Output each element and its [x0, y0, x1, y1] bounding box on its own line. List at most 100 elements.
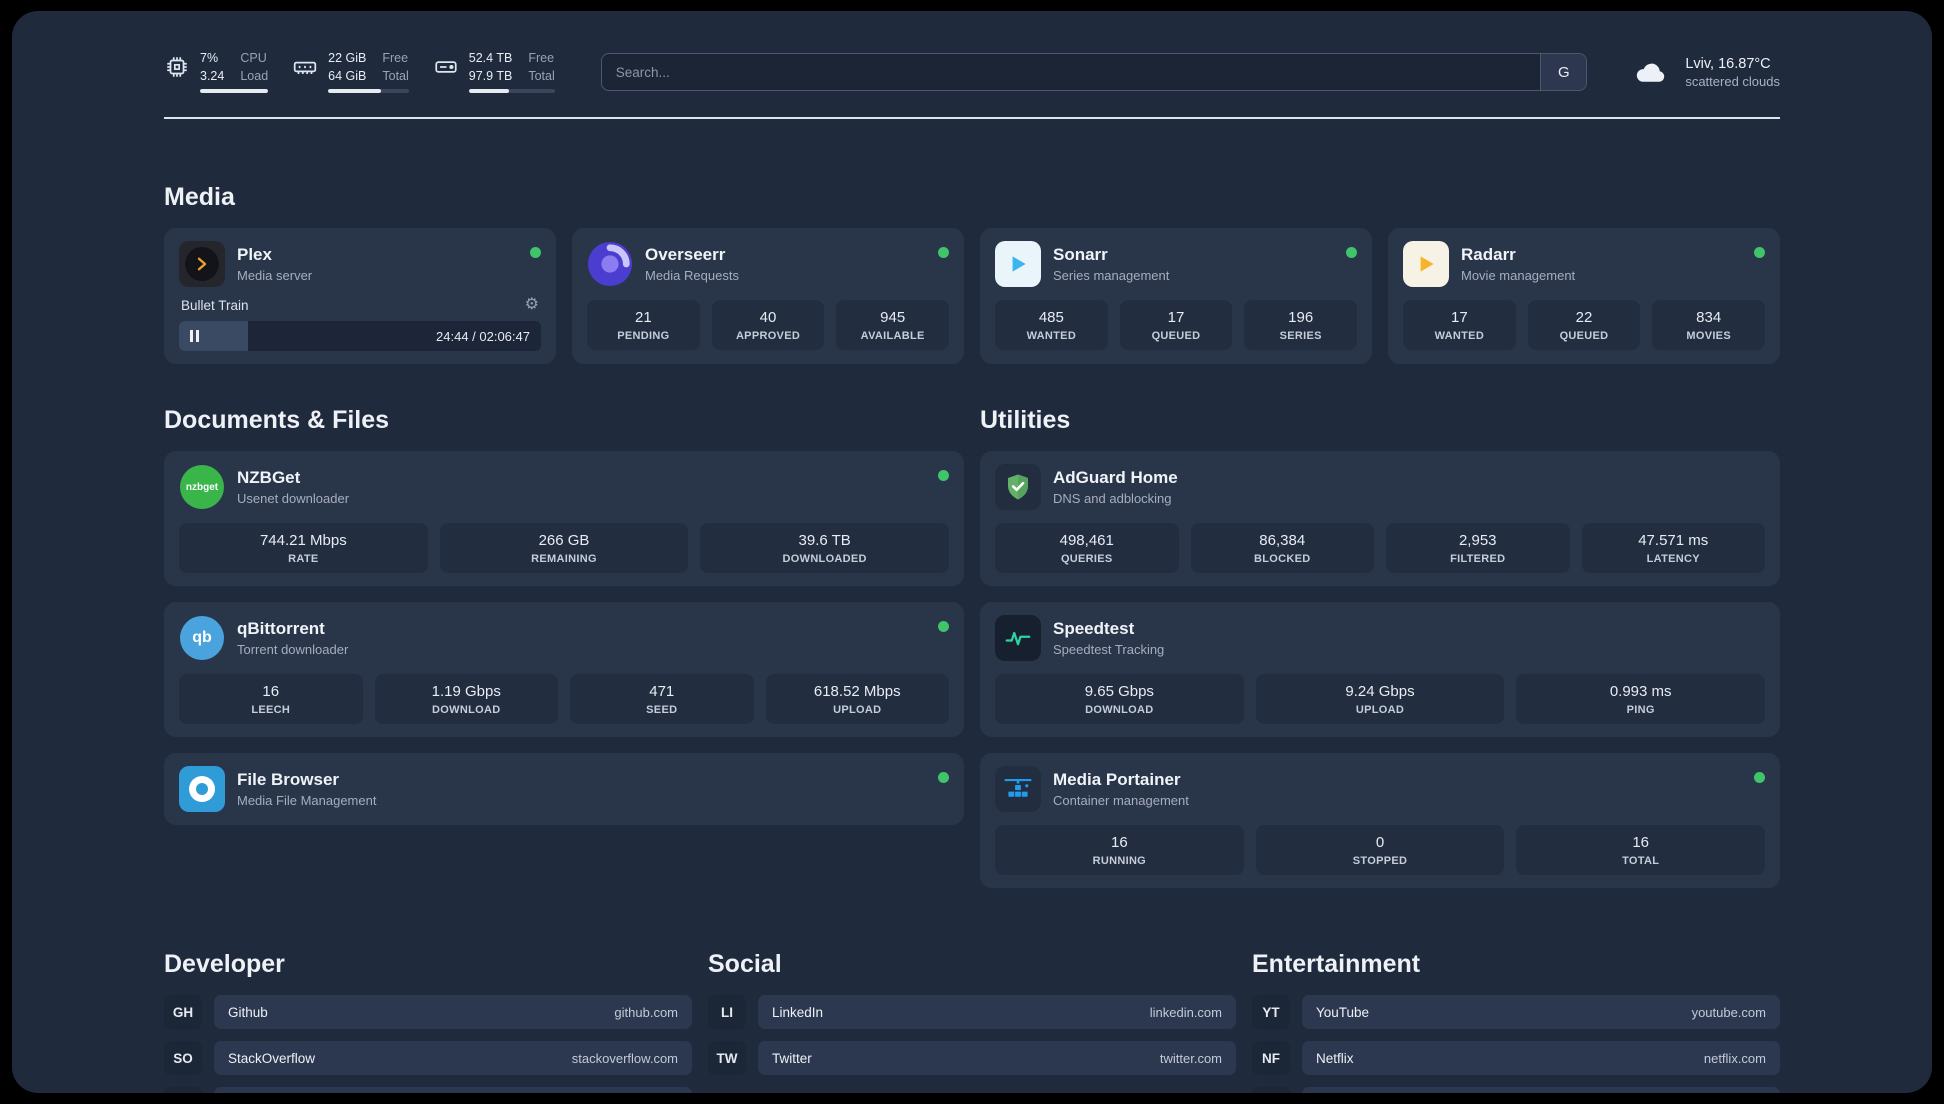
stat-label: QUEUED [1151, 330, 1201, 343]
stat-label: QUERIES [1060, 553, 1113, 566]
section-social: Social LI LinkedIn linkedin.com TW Twitt… [708, 950, 1236, 1093]
stat-tile: 40 APPROVED [711, 300, 825, 351]
link-netflix[interactable]: Netflix netflix.com [1302, 1041, 1780, 1076]
link-dev[interactable]: DEV dev.to [214, 1087, 692, 1093]
section-utilities: Utilities [980, 406, 1780, 889]
link-abbr: YT [1252, 995, 1290, 1030]
stat-tile: 485 WANTED [995, 300, 1108, 351]
playback-time: 24:44 / 02:06:47 [436, 328, 530, 344]
stat-value: 2,953 [1458, 532, 1497, 550]
service-subtitle: Usenet downloader [237, 491, 350, 507]
stat-label: APPROVED [735, 330, 801, 343]
link-abbr: TW [708, 1041, 746, 1076]
filebrowser-icon [179, 766, 225, 813]
stat-tile: 945 AVAILABLE [836, 300, 950, 351]
section-developer: Developer GH Github github.com SO StackO… [164, 950, 692, 1093]
search-input[interactable] [601, 54, 1541, 91]
service-subtitle: Media File Management [237, 793, 377, 809]
stat-tile: 22 QUEUED [1527, 300, 1641, 351]
link-abbr: NF [1252, 1041, 1290, 1076]
stat-label: SEED [646, 704, 678, 717]
stat-value: 17 [1167, 309, 1185, 327]
service-card-overseerr[interactable]: Overseerr Media Requests 21 PENDING 40 A… [572, 228, 964, 365]
sonarr-icon [995, 241, 1041, 288]
link-url: netflix.com [1703, 1050, 1766, 1066]
stat-label: DOWNLOAD [1085, 704, 1154, 717]
link-twitter[interactable]: Twitter twitter.com [758, 1041, 1236, 1076]
link-abbr: SO [164, 1041, 202, 1076]
memory-total-label: Total [382, 68, 409, 83]
link-stackoverflow[interactable]: StackOverflow stackoverflow.com [214, 1041, 692, 1076]
stat-tile: 16 RUNNING [995, 825, 1244, 876]
service-card-sonarr[interactable]: Sonarr Series management 485 WANTED 17 Q… [980, 228, 1372, 365]
search-provider-button[interactable]: G [1540, 54, 1587, 91]
service-title: Sonarr [1053, 245, 1108, 265]
link-linkedin[interactable]: LinkedIn linkedin.com [758, 995, 1236, 1030]
section-title-entertainment: Entertainment [1252, 950, 1421, 979]
link-row-github: GH Github github.com [164, 995, 692, 1030]
disk-progress-bar [468, 89, 555, 94]
service-subtitle: Container management [1053, 793, 1189, 809]
status-dot [1346, 247, 1357, 259]
disk-free-value: 52.4 TB [468, 51, 513, 65]
service-title: Media Portainer [1053, 770, 1181, 790]
cpu-usage-value: 7% [200, 51, 219, 65]
link-name: Netflix [1316, 1050, 1354, 1066]
stat-tile: 16 TOTAL [1516, 825, 1766, 876]
stat-tile: 17 WANTED [1403, 300, 1516, 351]
service-title: NZBGet [237, 468, 301, 488]
qbittorrent-icon: qb [179, 615, 225, 661]
playback-progress-bar[interactable]: 24:44 / 02:06:47 [179, 321, 541, 352]
header-divider [164, 117, 1780, 120]
link-github[interactable]: Github github.com [214, 995, 692, 1030]
pause-button[interactable] [190, 330, 199, 343]
stat-label: RATE [288, 553, 319, 566]
stat-label: RUNNING [1092, 855, 1147, 868]
stat-label: LEECH [251, 704, 291, 717]
link-reddit[interactable]: Reddit reddit.com [1302, 1087, 1780, 1093]
link-youtube[interactable]: YouTube youtube.com [1302, 995, 1780, 1030]
weather-location: Lviv, 16.87°C [1685, 55, 1771, 72]
service-card-filebrowser[interactable]: File Browser Media File Management [164, 753, 964, 826]
status-dot [1754, 772, 1765, 784]
now-playing-title: Bullet Train [181, 297, 249, 313]
stat-value: 40 [759, 309, 777, 327]
settings-gear-icon[interactable]: ⚙ [524, 296, 539, 314]
cpu-icon [164, 54, 190, 80]
plex-icon [179, 241, 225, 288]
portainer-icon [995, 766, 1041, 813]
status-dot [1754, 247, 1765, 259]
dashboard: 7% CPU 3.24 Load 22 [12, 11, 1932, 1093]
link-abbr: LI [708, 995, 746, 1030]
stat-label: PENDING [617, 330, 670, 343]
service-card-qbittorrent[interactable]: qb qBittorrent Torrent downloader 16 [164, 602, 964, 738]
service-card-nzbget[interactable]: nzbget NZBGet Usenet downloader 744.21 M… [164, 451, 964, 587]
disk-free-label: Free [528, 51, 555, 65]
service-card-speedtest[interactable]: Speedtest Speedtest Tracking 9.65 Gbps D… [980, 602, 1780, 738]
stat-label: DOWNLOADED [782, 553, 867, 566]
service-card-plex[interactable]: Plex Media server Bullet Train ⚙ [164, 228, 556, 365]
stat-label: FILTERED [1450, 553, 1506, 566]
link-url: stackoverflow.com [571, 1050, 678, 1066]
status-dot [938, 772, 949, 784]
header: 7% CPU 3.24 Load 22 [164, 11, 1780, 94]
section-title-developer: Developer [164, 950, 285, 979]
memory-free-value: 22 GiB [328, 51, 367, 65]
stat-label: UPLOAD [833, 704, 882, 717]
link-name: Twitter [772, 1050, 812, 1066]
link-row-reddit: RE Reddit reddit.com [1252, 1087, 1780, 1093]
disk-icon [433, 54, 459, 80]
memory-widget: 22 GiB Free 64 GiB Total [292, 51, 409, 94]
service-card-adguard[interactable]: AdGuard Home DNS and adblocking 498,461 … [980, 451, 1780, 587]
link-name: Github [228, 1004, 268, 1020]
stat-value: 0.993 ms [1609, 683, 1672, 701]
stat-label: TOTAL [1622, 855, 1660, 868]
service-subtitle: Series management [1053, 268, 1170, 284]
stat-tile: 0 STOPPED [1255, 825, 1505, 876]
service-card-radarr[interactable]: Radarr Movie management 17 WANTED 22 QUE… [1388, 228, 1780, 365]
speedtest-icon [995, 615, 1041, 662]
link-url: github.com [614, 1004, 678, 1020]
stat-label: AVAILABLE [860, 330, 925, 343]
service-title: File Browser [237, 770, 340, 790]
service-card-portainer[interactable]: Media Portainer Container management 16 … [980, 753, 1780, 889]
